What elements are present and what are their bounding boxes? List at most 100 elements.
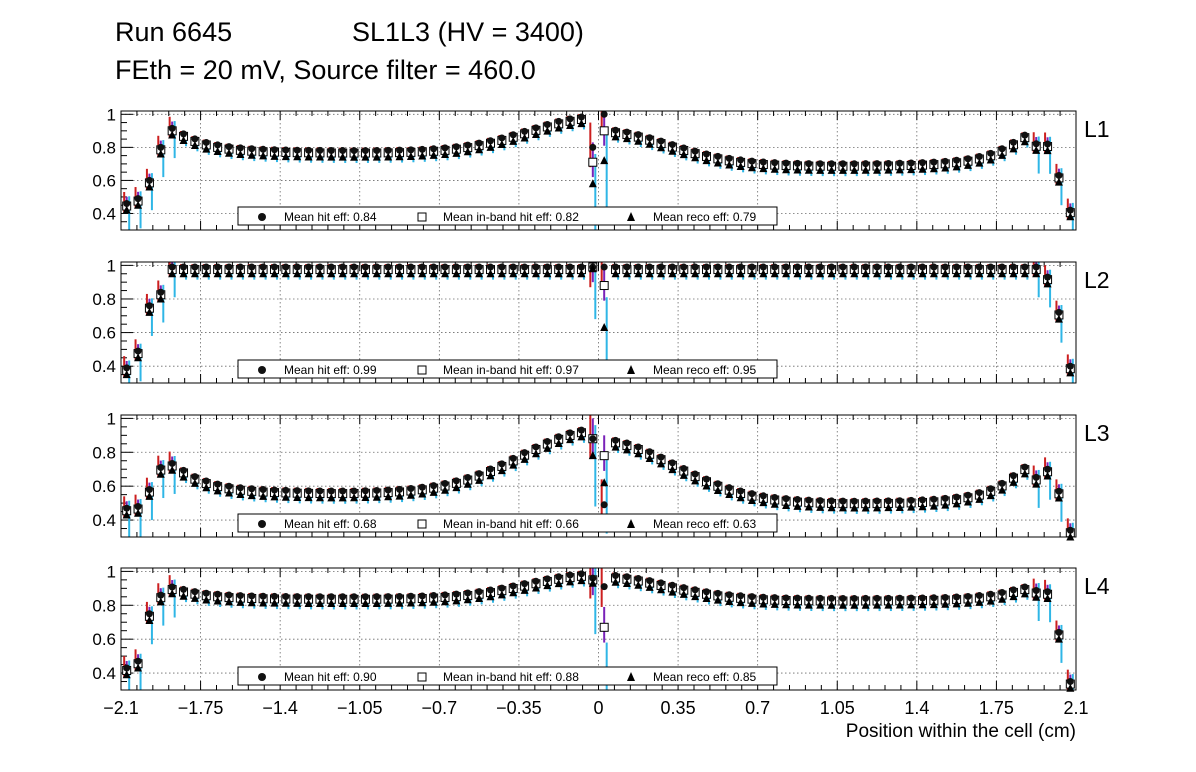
reco-point [657, 459, 666, 468]
hit-point [634, 574, 642, 582]
hit-point [430, 482, 438, 490]
reco-point [691, 269, 700, 278]
reco-point [850, 269, 859, 278]
hit-point [441, 480, 449, 488]
reco-point [929, 164, 938, 173]
reco-point [725, 489, 734, 498]
x-tick-label: −0.7 [422, 698, 458, 718]
hit-point [646, 448, 654, 456]
reco-point [1043, 594, 1052, 602]
reco-point [668, 465, 677, 474]
hit-point [259, 486, 267, 494]
reco-point [611, 442, 620, 451]
reco-point [952, 162, 961, 171]
y-tick-label: 1 [107, 105, 116, 124]
reco-point [452, 483, 461, 492]
reco-point [861, 269, 870, 278]
reco-point [838, 600, 847, 609]
hit-point [668, 459, 676, 467]
reco-point [634, 580, 643, 589]
hit-point [1009, 138, 1017, 146]
hit-point [1055, 308, 1063, 316]
legend-box [237, 206, 778, 226]
reco-point [600, 323, 609, 332]
hit-point [532, 577, 540, 585]
hit-point [782, 159, 790, 167]
x-tick-label: −1.4 [262, 698, 298, 718]
hit-point [441, 144, 449, 152]
hit-point [418, 263, 426, 271]
hit-point [293, 146, 301, 154]
reco-point [782, 269, 791, 278]
hit-point [396, 485, 404, 493]
hit-point [202, 477, 210, 485]
title-run: Run 6645 [115, 17, 232, 47]
reco-point [861, 600, 870, 609]
reco-point [134, 353, 143, 362]
reco-point [747, 598, 756, 607]
reco-point [1009, 477, 1018, 486]
hit-point [953, 263, 961, 271]
hit-point [771, 263, 779, 271]
hit-point [737, 487, 745, 495]
reco-point [520, 133, 529, 142]
hit-point [930, 594, 938, 602]
reco-point [543, 269, 552, 278]
reco-point [782, 500, 791, 509]
hit-point [316, 146, 324, 154]
hit-point [361, 487, 369, 495]
reco-point [884, 165, 893, 174]
hit-point [680, 584, 688, 592]
reco-point [213, 269, 222, 278]
hit-point [1066, 678, 1074, 686]
hit-point [816, 594, 824, 602]
hit-point [850, 160, 858, 168]
x-tick-label: −2.1 [103, 698, 139, 718]
hit-point [600, 263, 608, 271]
reco-point [452, 269, 461, 278]
hit-point [532, 263, 540, 271]
hit-point [123, 200, 131, 208]
hit-point [145, 486, 153, 494]
hit-point [691, 147, 699, 155]
reco-point [1043, 471, 1052, 480]
y-tick-label: 0.6 [92, 324, 116, 343]
panels-layer: 0.4 0.6 0.8 1 L1 Mean hit eff: 0.84 Mean in-ba… [92, 105, 1110, 692]
hit-point [907, 263, 915, 271]
reco-point [418, 489, 427, 498]
reco-point [952, 599, 961, 608]
hit-point [305, 487, 313, 495]
reco-point [759, 269, 768, 278]
reco-point [838, 165, 847, 174]
reco-point [122, 670, 131, 679]
reco-point [713, 595, 722, 604]
hit-point [725, 154, 733, 162]
reco-point [543, 581, 552, 590]
hit-point [839, 497, 847, 505]
y-tick-label: 0.6 [92, 171, 116, 190]
hit-point [919, 159, 927, 167]
reco-point [986, 491, 995, 500]
reco-point [645, 269, 654, 278]
reco-point [600, 156, 609, 165]
hit-point [396, 146, 404, 154]
reco-point [1009, 144, 1018, 153]
reco-point [406, 490, 415, 499]
hit-point [941, 593, 949, 601]
x-tick-label: 2.1 [1063, 698, 1088, 718]
reco-point [293, 598, 302, 607]
reco-point [554, 579, 563, 588]
hit-point [941, 157, 949, 165]
hit-point [532, 124, 540, 132]
hit-point [361, 263, 369, 271]
hit-point [498, 263, 506, 271]
reco-point [441, 150, 450, 159]
hit-point [737, 263, 745, 271]
reco-point [941, 500, 950, 509]
reco-point [668, 146, 677, 155]
reco-point [816, 600, 825, 609]
hit-point [1009, 263, 1017, 271]
hit-point [327, 263, 335, 271]
legend: Mean hit eff: 0.99 Mean in-band hit eff: … [237, 359, 778, 379]
